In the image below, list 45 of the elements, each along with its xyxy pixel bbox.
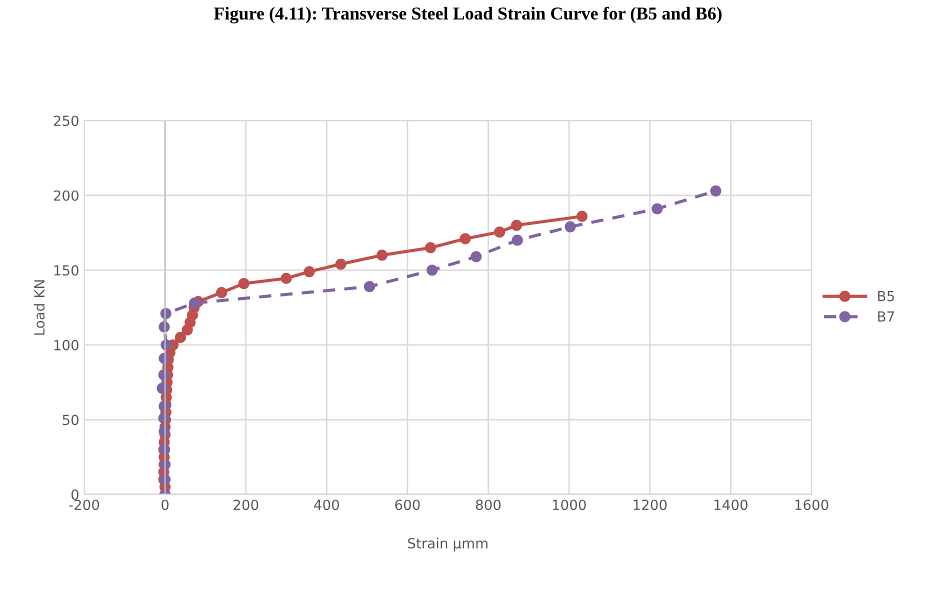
point	[238, 278, 250, 290]
x-axis-title: Strain µmm	[408, 538, 488, 552]
x-tick-label: 800	[476, 500, 501, 510]
point	[280, 272, 292, 284]
point	[460, 233, 471, 244]
y-tick-label: 200	[54, 190, 78, 201]
legend-label: B7	[878, 311, 894, 322]
y-tick-label: 50	[62, 414, 78, 426]
chart-title: Figure (4.11): Transverse Steel Load Strain Curve for (B5 and B6)	[214, 6, 722, 24]
x-tick-label: 1400	[714, 500, 748, 510]
point	[576, 210, 588, 222]
x-tick-label: 600	[395, 500, 420, 510]
x-tick-label: -200	[69, 500, 100, 510]
y-tick-label: 250	[54, 116, 78, 126]
x-tick-label: 0	[162, 500, 169, 510]
point	[511, 220, 522, 231]
x-tick-label: 200	[234, 500, 258, 510]
x-tick-label: 1000	[552, 500, 586, 510]
legend-label: B5	[878, 291, 894, 302]
x-tick-label: 400	[314, 500, 339, 510]
point	[564, 221, 576, 232]
point	[158, 369, 170, 380]
x-tick-label: 1600	[795, 500, 828, 510]
point	[174, 332, 186, 343]
point	[426, 264, 438, 276]
point	[304, 266, 315, 278]
y-tick-label: 0	[71, 489, 78, 500]
point	[512, 234, 523, 246]
y-tick-label: 100	[54, 340, 78, 350]
point	[470, 251, 482, 262]
point	[188, 297, 200, 309]
y-tick-label: 150	[54, 265, 78, 276]
point	[364, 281, 376, 292]
point	[160, 339, 172, 350]
point	[652, 203, 663, 214]
point	[216, 287, 228, 298]
point	[376, 250, 388, 261]
point	[710, 185, 722, 196]
point	[158, 352, 170, 364]
point	[494, 226, 506, 238]
x-tick-label: 1200	[634, 500, 667, 510]
point	[335, 258, 346, 270]
y-axis-title: Load KN	[34, 280, 45, 335]
point	[424, 242, 436, 254]
point	[158, 321, 170, 333]
